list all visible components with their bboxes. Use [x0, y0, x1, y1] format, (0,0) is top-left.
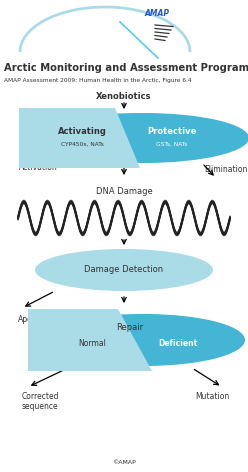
Ellipse shape [35, 249, 213, 291]
Text: GSTs, NATs: GSTs, NATs [156, 142, 188, 146]
Text: AMAP Assessment 2009: Human Health in the Arctic, Figure 6.4: AMAP Assessment 2009: Human Health in th… [4, 78, 192, 83]
Text: Protective: Protective [147, 126, 197, 135]
Text: Repair: Repair [117, 323, 144, 332]
Text: Activating: Activating [58, 126, 106, 135]
Ellipse shape [39, 113, 248, 163]
Text: Arctic Monitoring and Assessment Programme: Arctic Monitoring and Assessment Program… [4, 63, 248, 73]
Text: Xenobiotics: Xenobiotics [96, 92, 152, 101]
Text: Activation: Activation [19, 163, 57, 172]
Text: AMAP: AMAP [145, 9, 169, 18]
Text: Corrected
sequence: Corrected sequence [22, 392, 60, 412]
Text: Elimination: Elimination [204, 165, 248, 174]
Text: DNA Damage: DNA Damage [96, 187, 152, 196]
Text: Damage Detection: Damage Detection [84, 265, 164, 275]
Ellipse shape [45, 314, 245, 366]
Text: Normal: Normal [78, 339, 106, 348]
Text: CYP450s, NATs: CYP450s, NATs [61, 142, 103, 146]
PathPatch shape [28, 309, 152, 371]
Text: ©AMAP: ©AMAP [112, 460, 136, 465]
Text: Deficient: Deficient [158, 339, 198, 348]
Ellipse shape [19, 113, 229, 163]
Text: Mutation: Mutation [196, 392, 230, 401]
Text: Apoptosis: Apoptosis [18, 315, 56, 324]
PathPatch shape [19, 108, 140, 168]
Ellipse shape [30, 314, 230, 366]
